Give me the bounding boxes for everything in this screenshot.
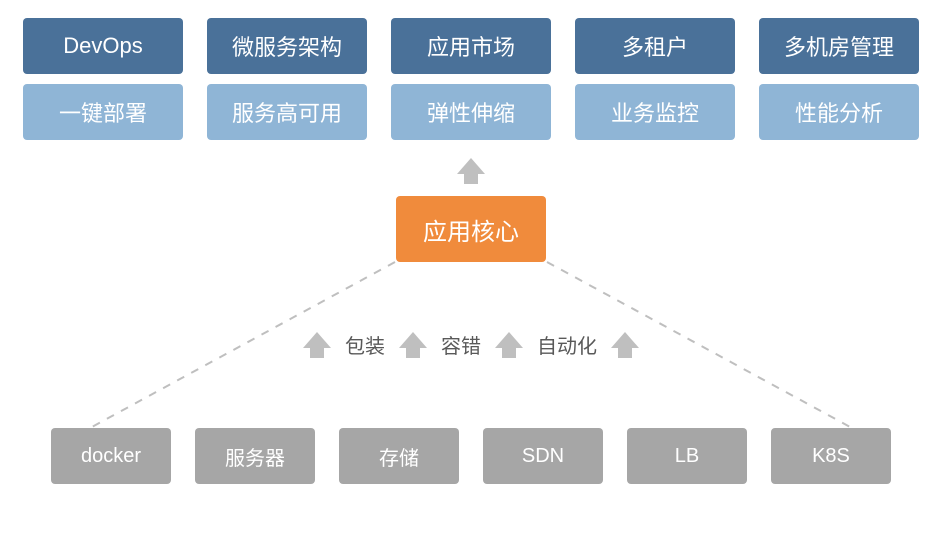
core-box: 应用核心 (396, 196, 546, 262)
infra-box: 服务器 (195, 428, 315, 484)
infra-box: docker (51, 428, 171, 484)
feature-box: 微服务架构 (207, 18, 367, 74)
top-row-2: 一键部署 服务高可用 弹性伸缩 业务监控 性能分析 (0, 84, 942, 140)
feature-box: DevOps (23, 18, 183, 74)
mid-label: 容错 (441, 330, 481, 359)
infra-box: SDN (483, 428, 603, 484)
feature-box: 多租户 (575, 18, 735, 74)
infra-box: LB (627, 428, 747, 484)
arrow-up-icon (399, 332, 427, 358)
mid-label: 包装 (345, 330, 385, 359)
mid-label: 自动化 (537, 330, 597, 359)
top-row-1: DevOps 微服务架构 应用市场 多租户 多机房管理 (0, 18, 942, 74)
infra-box: K8S (771, 428, 891, 484)
arrow-up-icon (495, 332, 523, 358)
feature-box: 性能分析 (759, 84, 919, 140)
arrow-up-icon (611, 332, 639, 358)
feature-box: 多机房管理 (759, 18, 919, 74)
middle-row: 包装 容错 自动化 (0, 330, 942, 359)
feature-box: 业务监控 (575, 84, 735, 140)
bottom-row: docker 服务器 存储 SDN LB K8S (0, 428, 942, 484)
feature-box: 服务高可用 (207, 84, 367, 140)
feature-box: 弹性伸缩 (391, 84, 551, 140)
arrow-up-icon (303, 332, 331, 358)
feature-box: 应用市场 (391, 18, 551, 74)
feature-box: 一键部署 (23, 84, 183, 140)
infra-box: 存储 (339, 428, 459, 484)
